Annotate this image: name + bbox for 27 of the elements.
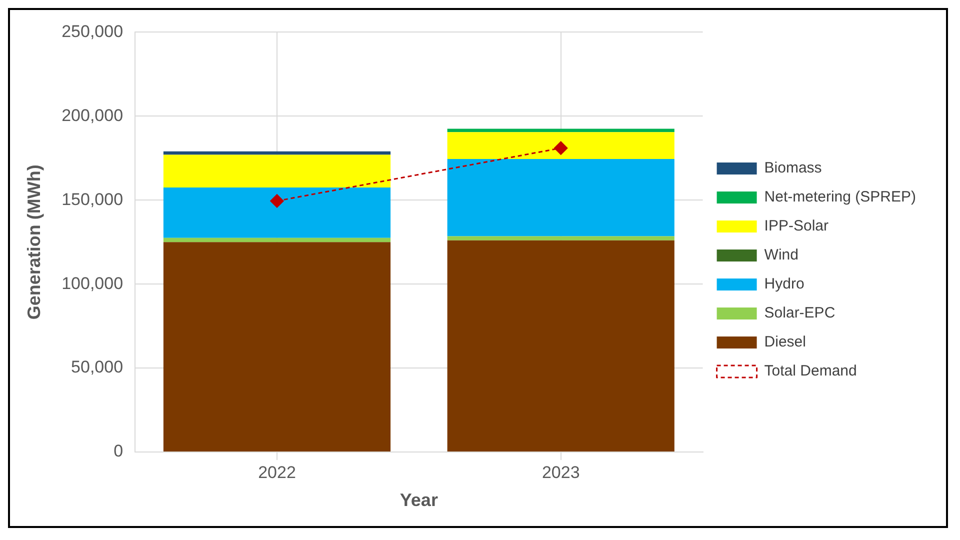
y-tick-label: 150,000 xyxy=(62,190,124,209)
legend-label: Net-metering (SPREP) xyxy=(764,188,916,206)
legend-label: Biomass xyxy=(764,160,822,177)
bar xyxy=(447,236,674,240)
bar xyxy=(447,158,674,236)
y-tick-label: 100,000 xyxy=(62,274,124,293)
y-tick-label: 50,000 xyxy=(71,358,124,377)
x-tick-label: 2022 xyxy=(258,462,296,482)
x-axis-title: Year xyxy=(400,490,438,510)
legend-label: Diesel xyxy=(764,334,806,351)
bar xyxy=(163,154,391,188)
bar xyxy=(447,240,674,452)
y-tick-label: 0 xyxy=(114,442,124,461)
bar xyxy=(447,132,674,159)
legend-label: Total Demand xyxy=(764,362,857,380)
x-tick-label: 2023 xyxy=(542,462,580,482)
y-tick-label: 200,000 xyxy=(62,106,124,125)
legend-label: Solar-EPC xyxy=(764,304,836,322)
y-axis-title: Generation (MWh) xyxy=(24,164,44,320)
bar xyxy=(163,242,391,452)
bar xyxy=(163,151,391,155)
y-tick-label: 250,000 xyxy=(62,22,124,41)
bar xyxy=(163,238,391,242)
legend-label: Hydro xyxy=(764,276,804,293)
bar xyxy=(163,188,391,238)
legend-label: Wind xyxy=(764,246,798,264)
legend-label: IPP-Solar xyxy=(764,218,828,235)
